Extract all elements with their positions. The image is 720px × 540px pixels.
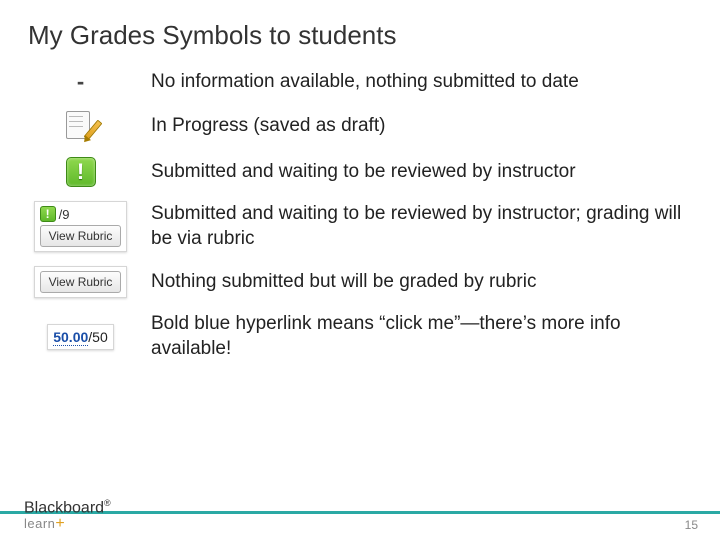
row-desc: Nothing submitted but will be graded by …	[151, 270, 692, 295]
row-dash: - No information available, nothing subm…	[28, 69, 692, 95]
rubric-only-icon: View Rubric	[28, 266, 133, 298]
row-submitted: ! Submitted and waiting to be reviewed b…	[28, 157, 692, 187]
row-desc: No information available, nothing submit…	[151, 70, 692, 95]
view-rubric-button[interactable]: View Rubric	[40, 271, 122, 293]
score-link-icon: 50.00/50	[28, 324, 133, 350]
row-desc: Bold blue hyperlink means “click me”—the…	[151, 312, 692, 361]
row-rubric-only: View Rubric Nothing submitted but will b…	[28, 266, 692, 298]
blackboard-logo: Blackboard® learn+	[24, 499, 111, 532]
symbol-rows: - No information available, nothing subm…	[28, 69, 692, 361]
slide-title: My Grades Symbols to students	[28, 20, 692, 51]
row-inprogress: In Progress (saved as draft)	[28, 109, 692, 143]
row-desc: Submitted and waiting to be reviewed by …	[151, 160, 692, 185]
submitted-rubric-icon: ! /9 View Rubric	[28, 201, 133, 252]
slide: My Grades Symbols to students - No infor…	[0, 0, 720, 540]
score-denominator: /9	[59, 207, 70, 222]
row-submitted-rubric: ! /9 View Rubric Submitted and waiting t…	[28, 201, 692, 252]
row-desc: Submitted and waiting to be reviewed by …	[151, 202, 692, 251]
row-scorelink: 50.00/50 Bold blue hyperlink means “clic…	[28, 312, 692, 361]
score-denominator: /50	[88, 329, 107, 345]
dash-icon: -	[28, 69, 133, 95]
page-number: 15	[685, 518, 698, 532]
score-link[interactable]: 50.00	[53, 329, 88, 346]
view-rubric-button[interactable]: View Rubric	[40, 225, 122, 247]
slide-footer: Blackboard® learn+ 15	[0, 490, 720, 540]
in-progress-icon	[28, 109, 133, 143]
row-desc: In Progress (saved as draft)	[151, 114, 692, 139]
submitted-icon: !	[28, 157, 133, 187]
exclaim-icon: !	[40, 206, 56, 222]
